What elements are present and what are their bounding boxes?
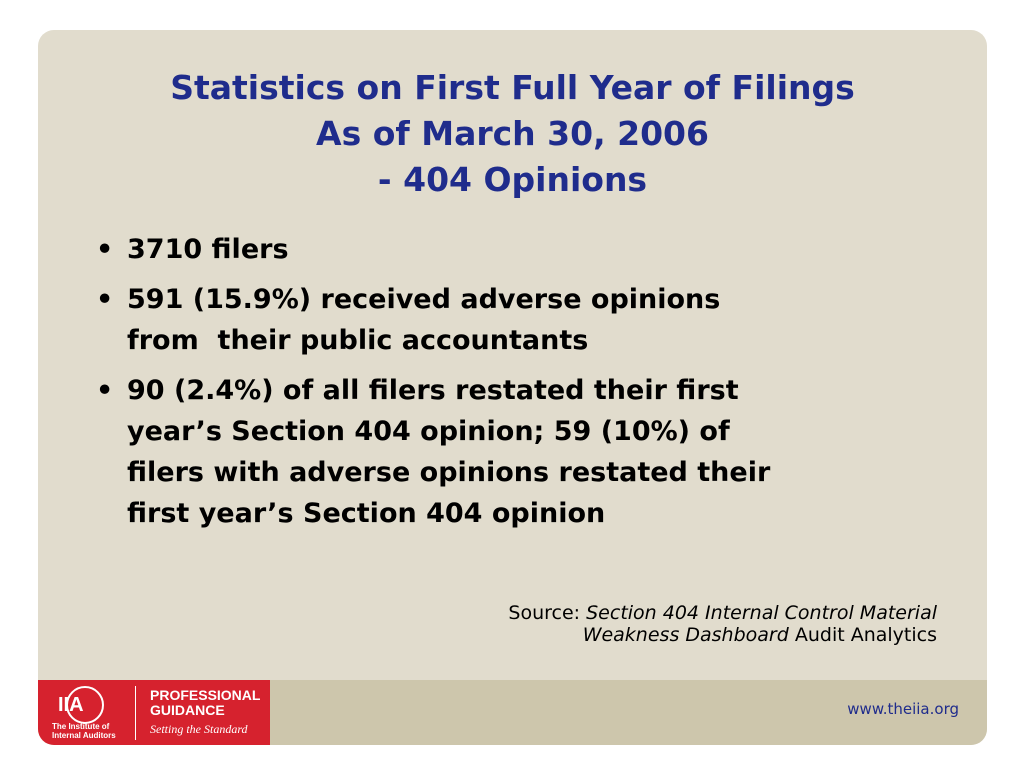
bullet-dot: •: [96, 375, 114, 406]
logo: IIA The Institute of Internal Auditors PR…: [38, 680, 270, 745]
logo-divider: [135, 686, 136, 740]
bullet-line: 3710 filers: [127, 234, 289, 265]
source-work: Section 404 Internal Control Material: [586, 602, 937, 624]
logo-program-line: PROFESSIONAL: [150, 687, 261, 703]
source-line: Source: Section 404 Internal Control Mat…: [508, 602, 937, 624]
bullet-dot: •: [96, 284, 114, 315]
footer-url: www.theiia.org: [847, 700, 959, 718]
bullet-line: 90 (2.4%) of all filers restated their f…: [127, 375, 739, 406]
logo-tagline: Setting the Standard: [150, 722, 248, 736]
logo-program: PROFESSIONAL GUIDANCE: [150, 688, 260, 718]
source-work: Weakness Dashboard: [582, 624, 789, 646]
title-line: Statistics on First Full Year of Filings: [170, 68, 855, 107]
source-label: Source:: [508, 602, 581, 624]
logo-globe: [66, 686, 104, 724]
source-line: Weakness Dashboard Audit Analytics: [583, 624, 937, 646]
slide: Statistics on First Full Year of Filings…: [38, 30, 987, 745]
bullet-dot: •: [96, 234, 114, 265]
bullet-line: 591 (15.9%) received adverse opinions: [127, 284, 721, 315]
source-publisher: Audit Analytics: [794, 624, 937, 646]
bullet-line: first year’s Section 404 opinion: [127, 498, 606, 529]
logo-org-line: Internal Auditors: [52, 731, 116, 740]
bullet-line: filers with adverse opinions restated th…: [127, 457, 771, 488]
logo-org: The Institute of Internal Auditors: [52, 722, 116, 740]
bullet-line: year’s Section 404 opinion; 59 (10%) of: [127, 416, 730, 447]
logo-program-line: GUIDANCE: [150, 702, 225, 718]
logo-mark: IIA: [58, 694, 84, 716]
logo-org-line: The Institute of: [52, 722, 110, 731]
title-line: As of March 30, 2006: [316, 114, 709, 153]
bullet-line: from their public accountants: [127, 325, 589, 356]
title-line: - 404 Opinions: [377, 160, 648, 199]
